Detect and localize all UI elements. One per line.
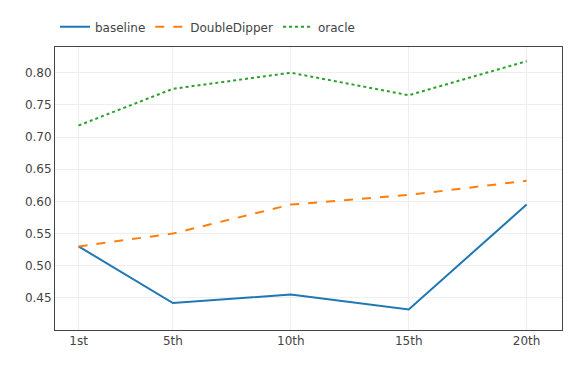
svg-text:10th: 10th bbox=[277, 334, 305, 348]
svg-text:0.80: 0.80 bbox=[25, 66, 52, 80]
svg-text:DoubleDipper: DoubleDipper bbox=[190, 21, 273, 35]
svg-text:oracle: oracle bbox=[318, 21, 355, 35]
svg-text:0.45: 0.45 bbox=[25, 291, 52, 305]
svg-text:0.60: 0.60 bbox=[25, 195, 52, 209]
svg-text:5th: 5th bbox=[163, 334, 183, 348]
svg-text:0.75: 0.75 bbox=[25, 98, 52, 112]
svg-text:0.55: 0.55 bbox=[25, 227, 52, 241]
svg-text:0.50: 0.50 bbox=[25, 259, 52, 273]
svg-text:baseline: baseline bbox=[95, 21, 145, 35]
svg-text:20th: 20th bbox=[513, 334, 541, 348]
svg-text:0.65: 0.65 bbox=[25, 162, 52, 176]
svg-text:0.70: 0.70 bbox=[25, 130, 52, 144]
svg-text:15th: 15th bbox=[395, 334, 423, 348]
svg-text:1st: 1st bbox=[69, 334, 88, 348]
